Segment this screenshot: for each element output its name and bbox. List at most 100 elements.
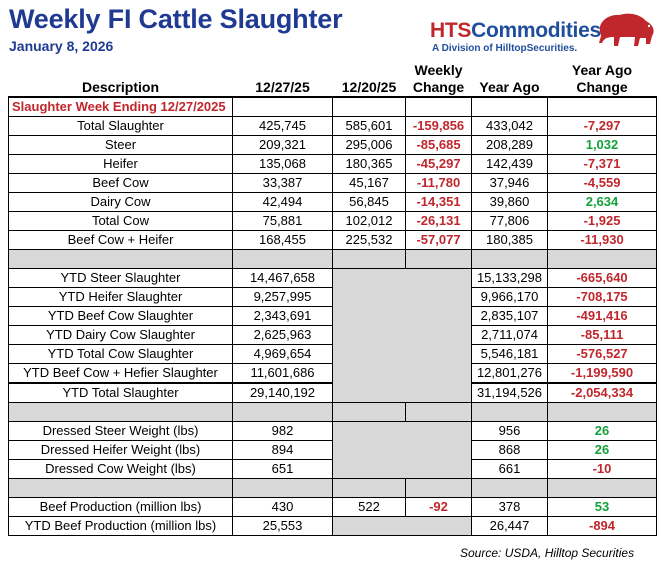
table-row: YTD Steer Slaughter 14,467,658 15,133,298-… — [8, 268, 657, 288]
value-week1: 29,140,192 — [232, 382, 333, 403]
value-year-ago: 661 — [471, 459, 548, 479]
value-week2: 225,532 — [332, 230, 406, 250]
source-note: Source: USDA, Hilltop Securities — [460, 546, 635, 560]
row-description: YTD Beef Cow Slaughter — [8, 306, 233, 326]
value-year-ago: 37,946 — [471, 173, 548, 193]
value-year-ago: 15,133,298 — [471, 268, 548, 288]
value-year-ago-change: -11,930 — [547, 230, 657, 250]
table-row: YTD Beef Production (million lbs) 25,553 2… — [8, 516, 657, 536]
value-week1: 4,969,654 — [232, 344, 333, 364]
value-week2: 45,167 — [332, 173, 406, 193]
value-week1: 33,387 — [232, 173, 333, 193]
value-week1: 42,494 — [232, 192, 333, 212]
value-year-ago-change: -894 — [547, 516, 657, 536]
section-row: Slaughter Week Ending 12/27/2025 — [8, 96, 657, 117]
row-description: YTD Beef Cow + Hefier Slaughter — [8, 363, 233, 384]
value-week1: 651 — [232, 459, 333, 479]
value-year-ago: 26,447 — [471, 516, 548, 536]
table-row: Dressed Steer Weight (lbs) 982 956 26 — [8, 421, 657, 441]
value-weekly-change: -92 — [405, 497, 472, 517]
value-year-ago-change: -85,111 — [547, 325, 657, 345]
logo-brand: HTSCommodities — [430, 19, 601, 42]
value-year-ago-change: -491,416 — [547, 306, 657, 326]
row-description: Dressed Cow Weight (lbs) — [8, 459, 233, 479]
col-year-ago: Year Ago — [471, 58, 548, 98]
table-row-total: YTD Total Slaughter 29,140,192 31,194,526-… — [8, 382, 657, 403]
header-row: Description 12/27/25 12/20/25 Weekly Cha… — [8, 58, 657, 98]
value-year-ago-change: 53 — [547, 497, 657, 517]
value-weekly-change: -85,685 — [405, 135, 472, 155]
value-year-ago-change: 26 — [547, 421, 657, 441]
value-week1: 430 — [232, 497, 333, 517]
table-row: Beef Cow + Heifer 168,455 225,532 -57,077 18… — [8, 230, 657, 250]
value-year-ago-change: -10 — [547, 459, 657, 479]
report-date: January 8, 2026 — [9, 38, 114, 54]
row-description: Beef Cow + Heifer — [8, 230, 233, 250]
value-week1: 894 — [232, 440, 333, 460]
table-row: Steer 209,321 295,006 -85,685 208,289 1,032 — [8, 135, 657, 155]
value-week1: 9,257,995 — [232, 287, 333, 307]
value-week1: 168,455 — [232, 230, 333, 250]
value-year-ago: 31,194,526 — [471, 382, 548, 403]
table-row: YTD Beef Cow + Hefier Slaughter 11,601,68… — [8, 363, 657, 384]
row-description: Total Cow — [8, 211, 233, 231]
col-description: Description — [8, 58, 233, 98]
value-year-ago: 9,966,170 — [471, 287, 548, 307]
separator-row — [8, 249, 657, 269]
row-description: Beef Cow — [8, 173, 233, 193]
value-year-ago: 5,546,181 — [471, 344, 548, 364]
col-week1: 12/27/25 — [232, 58, 333, 98]
value-year-ago-change: -576,527 — [547, 344, 657, 364]
value-year-ago: 77,806 — [471, 211, 548, 231]
value-year-ago: 2,711,074 — [471, 325, 548, 345]
value-year-ago: 2,835,107 — [471, 306, 548, 326]
value-year-ago-change: 1,032 — [547, 135, 657, 155]
value-weekly-change: -14,351 — [405, 192, 472, 212]
value-year-ago-change: 26 — [547, 440, 657, 460]
table-row: Beef Production (million lbs) 430 522 -92 37… — [8, 497, 657, 517]
value-year-ago: 39,860 — [471, 192, 548, 212]
value-weekly-change: -57,077 — [405, 230, 472, 250]
value-year-ago-change: -2,054,334 — [547, 382, 657, 403]
cattle-slaughter-table: Description 12/27/25 12/20/25 Weekly Cha… — [8, 58, 657, 536]
hts-commodities-logo: HTSCommodities A Division of HilltopSecu… — [430, 13, 658, 56]
value-week1: 11,601,686 — [232, 363, 333, 384]
col-year-ago-change: Year Ago Change — [547, 58, 657, 98]
row-description: YTD Dairy Cow Slaughter — [8, 325, 233, 345]
value-week1: 25,553 — [232, 516, 333, 536]
row-description: Dairy Cow — [8, 192, 233, 212]
value-week1: 425,745 — [232, 116, 333, 136]
table-row: YTD Total Cow Slaughter 4,969,654 5,546,18… — [8, 344, 657, 364]
value-year-ago-change: -1,199,590 — [547, 363, 657, 384]
col-week2: 12/20/25 — [332, 58, 406, 98]
value-week2: 56,845 — [332, 192, 406, 212]
row-description: Dressed Heifer Weight (lbs) — [8, 440, 233, 460]
value-year-ago: 208,289 — [471, 135, 548, 155]
separator-row — [8, 402, 657, 422]
table-row: Dairy Cow 42,494 56,845 -14,351 39,860 2,634 — [8, 192, 657, 212]
value-year-ago-change: -7,371 — [547, 154, 657, 174]
value-week2: 295,006 — [332, 135, 406, 155]
value-week2: 585,601 — [332, 116, 406, 136]
table-row: Dressed Cow Weight (lbs) 651 661 -10 — [8, 459, 657, 479]
value-weekly-change: -11,780 — [405, 173, 472, 193]
table-row: Dressed Heifer Weight (lbs) 894 868 26 — [8, 440, 657, 460]
value-week1: 135,068 — [232, 154, 333, 174]
value-weekly-change: -45,297 — [405, 154, 472, 174]
value-week1: 2,343,691 — [232, 306, 333, 326]
page-title: Weekly FI Cattle Slaughter — [9, 4, 343, 34]
table-row: YTD Heifer Slaughter 9,257,995 9,966,170 -7… — [8, 287, 657, 307]
value-year-ago: 433,042 — [471, 116, 548, 136]
row-description: Heifer — [8, 154, 233, 174]
value-year-ago-change: -665,640 — [547, 268, 657, 288]
value-year-ago: 956 — [471, 421, 548, 441]
value-week2: 522 — [332, 497, 406, 517]
value-year-ago: 12,801,276 — [471, 363, 548, 384]
row-description: YTD Beef Production (million lbs) — [8, 516, 233, 536]
value-week2: 102,012 — [332, 211, 406, 231]
table-row: Heifer 135,068 180,365 -45,297 142,439 -7,371 — [8, 154, 657, 174]
section-label: Slaughter Week Ending 12/27/2025 — [8, 96, 233, 117]
value-year-ago-change: -1,925 — [547, 211, 657, 231]
value-weekly-change: -26,131 — [405, 211, 472, 231]
value-year-ago: 868 — [471, 440, 548, 460]
